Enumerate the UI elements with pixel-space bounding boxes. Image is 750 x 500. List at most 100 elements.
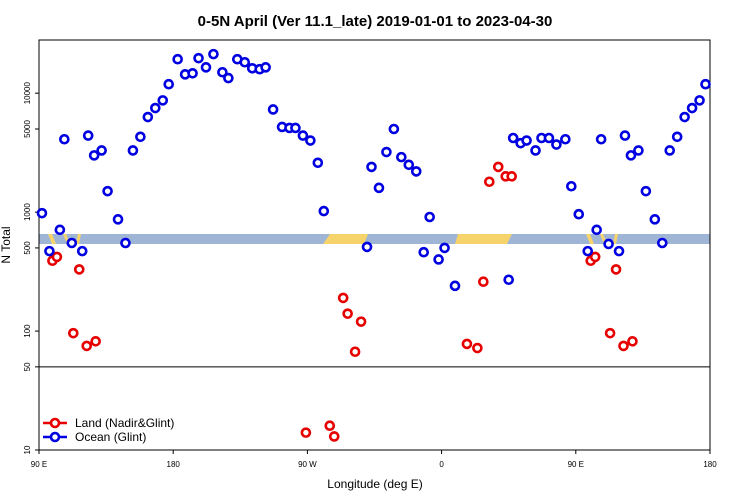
- point: [361, 241, 373, 253]
- point: [200, 62, 212, 73]
- point: [150, 102, 161, 114]
- point: [633, 145, 644, 156]
- legend-label: Ocean (Glint): [75, 430, 146, 444]
- point: [619, 130, 631, 141]
- y-tick-label: 10: [23, 445, 32, 454]
- y-tick-label: 100: [23, 324, 32, 338]
- point: [66, 237, 78, 249]
- point: [193, 52, 204, 64]
- point: [267, 104, 279, 115]
- point: [81, 340, 93, 352]
- point: [36, 207, 48, 219]
- point: [521, 135, 532, 146]
- point: [671, 131, 683, 143]
- point: [300, 427, 312, 438]
- point: [618, 340, 629, 352]
- point: [112, 214, 124, 225]
- point: [679, 111, 690, 123]
- point: [239, 56, 251, 68]
- point: [433, 254, 444, 265]
- point: [297, 130, 309, 141]
- point: [664, 145, 676, 156]
- y-tick-label: 500: [23, 241, 32, 255]
- land-strip: [323, 234, 368, 244]
- x-tick-label: 90 E: [568, 460, 584, 469]
- point: [54, 224, 66, 236]
- point: [686, 102, 698, 114]
- point: [260, 62, 271, 73]
- x-tick-label: 90 W: [298, 460, 317, 469]
- point: [478, 276, 489, 288]
- point: [613, 245, 625, 257]
- x-tick-label: 180: [167, 460, 181, 469]
- point: [366, 161, 377, 173]
- point: [424, 211, 435, 223]
- point: [157, 95, 169, 106]
- x-axis-label: Longitude (deg E): [327, 477, 422, 491]
- y-tick-label: 1000: [23, 203, 32, 221]
- point: [649, 214, 661, 225]
- point: [208, 48, 219, 60]
- point: [396, 151, 407, 163]
- point: [163, 78, 175, 90]
- y-axis-label: N Total: [0, 226, 13, 263]
- point: [324, 420, 336, 432]
- legend-marker: [49, 431, 61, 443]
- point: [507, 132, 519, 144]
- point: [120, 237, 131, 249]
- y-tick-label: 5000: [23, 120, 32, 138]
- chart-title: 0-5N April (Ver 11.1_late) 2019-01-01 to…: [198, 13, 553, 30]
- point: [700, 78, 711, 90]
- plot-frame: [38, 39, 711, 451]
- land-strip: [48, 234, 56, 244]
- point: [625, 150, 637, 161]
- point: [591, 224, 602, 236]
- point: [573, 208, 585, 220]
- point: [172, 53, 183, 65]
- x-tick-label: 90 E: [31, 460, 47, 469]
- point: [88, 150, 100, 161]
- point: [355, 316, 367, 327]
- point: [388, 123, 400, 135]
- point: [102, 185, 113, 197]
- point: [67, 327, 79, 339]
- point: [418, 246, 430, 258]
- point: [403, 159, 415, 171]
- point: [603, 238, 614, 250]
- point: [305, 135, 316, 146]
- point: [449, 280, 461, 292]
- x-tick-label: 0: [439, 460, 444, 469]
- point: [73, 264, 85, 275]
- point: [44, 245, 55, 257]
- point: [373, 182, 385, 194]
- land-strip: [586, 234, 594, 244]
- point: [610, 264, 622, 275]
- point: [328, 431, 340, 442]
- point: [694, 95, 705, 106]
- point: [312, 157, 324, 169]
- point: [217, 66, 228, 78]
- point: [135, 131, 146, 143]
- point: [76, 245, 88, 257]
- point: [410, 166, 422, 177]
- point: [582, 245, 594, 257]
- point: [560, 133, 571, 145]
- point: [656, 237, 668, 249]
- surface-strip: [39, 234, 710, 244]
- ocean-strip: [39, 234, 710, 244]
- point: [640, 185, 652, 197]
- point: [604, 327, 616, 339]
- legend-marker: [49, 417, 61, 429]
- point: [530, 145, 541, 156]
- point: [503, 274, 515, 286]
- point: [551, 139, 562, 150]
- point: [439, 242, 450, 254]
- point: [543, 132, 555, 144]
- x-tick-label: 180: [703, 460, 717, 469]
- point: [223, 72, 234, 84]
- land-strip: [76, 234, 81, 244]
- point: [127, 145, 139, 156]
- point: [59, 133, 70, 145]
- y-tick-label: 50: [23, 362, 32, 371]
